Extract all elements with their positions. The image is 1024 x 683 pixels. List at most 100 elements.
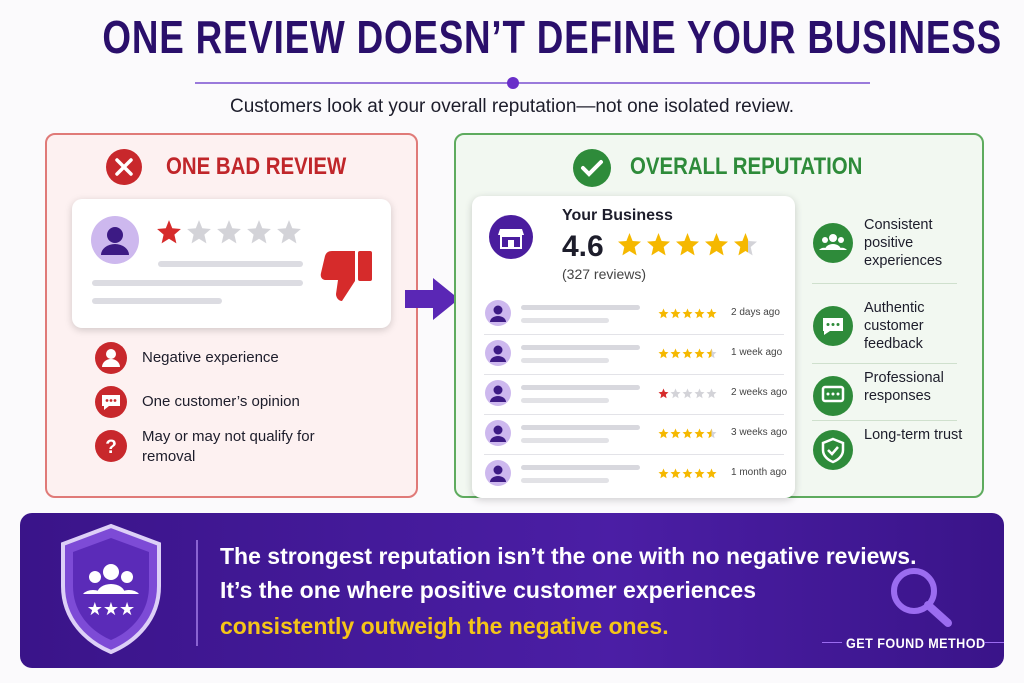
star xyxy=(682,468,693,479)
avatar xyxy=(485,380,511,406)
row-divider xyxy=(484,334,784,335)
store-icon xyxy=(489,215,533,259)
star xyxy=(247,220,271,244)
icon xyxy=(813,306,853,346)
bad-stars xyxy=(156,219,302,250)
star xyxy=(187,220,211,244)
star-rating xyxy=(658,308,717,319)
star xyxy=(658,428,669,439)
review-count: (327 reviews) xyxy=(562,266,647,282)
benefit-icon xyxy=(813,376,853,416)
line xyxy=(92,298,222,304)
avatar xyxy=(485,420,511,446)
subtitle: Customers look at your overall reputatio… xyxy=(230,96,794,117)
star xyxy=(682,348,693,359)
benefit-text: Long-term trust xyxy=(864,427,963,443)
review-stars xyxy=(658,466,717,484)
icon xyxy=(485,420,511,446)
magnifier xyxy=(891,568,952,627)
star-rating xyxy=(157,220,301,244)
banner-line: The strongest reputation isn’t the one w… xyxy=(220,543,917,569)
star xyxy=(658,468,669,479)
divider xyxy=(195,77,870,89)
line xyxy=(521,385,640,390)
review-time: 3 weeks ago xyxy=(731,427,788,438)
icon xyxy=(485,300,511,326)
star xyxy=(734,233,757,256)
rating: 4.6 xyxy=(562,230,604,263)
icon xyxy=(485,380,511,406)
star xyxy=(706,388,717,399)
star xyxy=(694,348,705,359)
review-stars xyxy=(658,306,717,324)
line xyxy=(158,261,303,267)
benefit-text: Authentic customer feedback xyxy=(864,300,925,352)
review-time: 1 week ago xyxy=(731,347,783,358)
rule xyxy=(822,642,842,643)
star xyxy=(694,388,705,399)
benefit-divider xyxy=(812,283,957,284)
point-text: One customer’s opinion xyxy=(142,393,300,410)
icon xyxy=(813,376,853,416)
star xyxy=(670,348,681,359)
line xyxy=(92,280,303,286)
star xyxy=(682,428,693,439)
line xyxy=(521,465,640,470)
line xyxy=(521,358,609,363)
benefit-icon xyxy=(813,430,853,470)
check-icon xyxy=(573,149,611,187)
icon xyxy=(813,430,853,470)
point-text: May or may not qualify for removal xyxy=(142,428,315,465)
star xyxy=(706,468,717,479)
star xyxy=(694,308,705,319)
star xyxy=(682,308,693,319)
benefit-icon xyxy=(813,306,853,346)
brand: GET FOUND METHOD xyxy=(846,635,986,651)
star xyxy=(706,428,717,439)
star xyxy=(277,220,301,244)
star xyxy=(694,468,705,479)
x-icon xyxy=(106,149,142,185)
point-icon xyxy=(95,342,127,374)
icon xyxy=(485,340,511,366)
line xyxy=(521,345,640,350)
star xyxy=(157,220,181,244)
star xyxy=(658,388,669,399)
star xyxy=(676,233,699,256)
row-divider xyxy=(484,374,784,375)
row-divider xyxy=(484,414,784,415)
overall-heading: OVERALL REPUTATION xyxy=(630,153,863,180)
icon xyxy=(813,223,853,263)
star xyxy=(694,428,705,439)
benefit-icon xyxy=(813,223,853,263)
business-name: Your Business xyxy=(562,207,673,224)
star xyxy=(705,233,728,256)
line xyxy=(521,318,609,323)
avatar xyxy=(485,340,511,366)
banner-highlight: consistently outweigh the negative ones. xyxy=(220,613,669,639)
shield: ★★★ xyxy=(61,523,161,655)
star xyxy=(706,348,717,359)
benefit-text: Consistent positive experiences xyxy=(864,217,943,269)
avatar xyxy=(485,300,511,326)
review-stars xyxy=(658,426,717,444)
star xyxy=(706,308,717,319)
separator xyxy=(196,540,198,646)
row-divider xyxy=(484,454,784,455)
svg-text:?: ? xyxy=(105,437,117,458)
star xyxy=(670,308,681,319)
benefit-text: Professional responses xyxy=(864,370,944,404)
icon: ? xyxy=(95,430,127,462)
line xyxy=(521,438,609,443)
star-rating xyxy=(658,428,717,439)
line xyxy=(521,398,609,403)
point-text: Negative experience xyxy=(142,349,279,366)
icon xyxy=(95,342,127,374)
bad-heading: ONE BAD REVIEW xyxy=(166,153,347,180)
svg-text:★★★: ★★★ xyxy=(87,599,135,619)
review-time: 2 weeks ago xyxy=(731,387,788,398)
review-stars xyxy=(658,386,717,404)
star xyxy=(670,388,681,399)
star xyxy=(647,233,670,256)
